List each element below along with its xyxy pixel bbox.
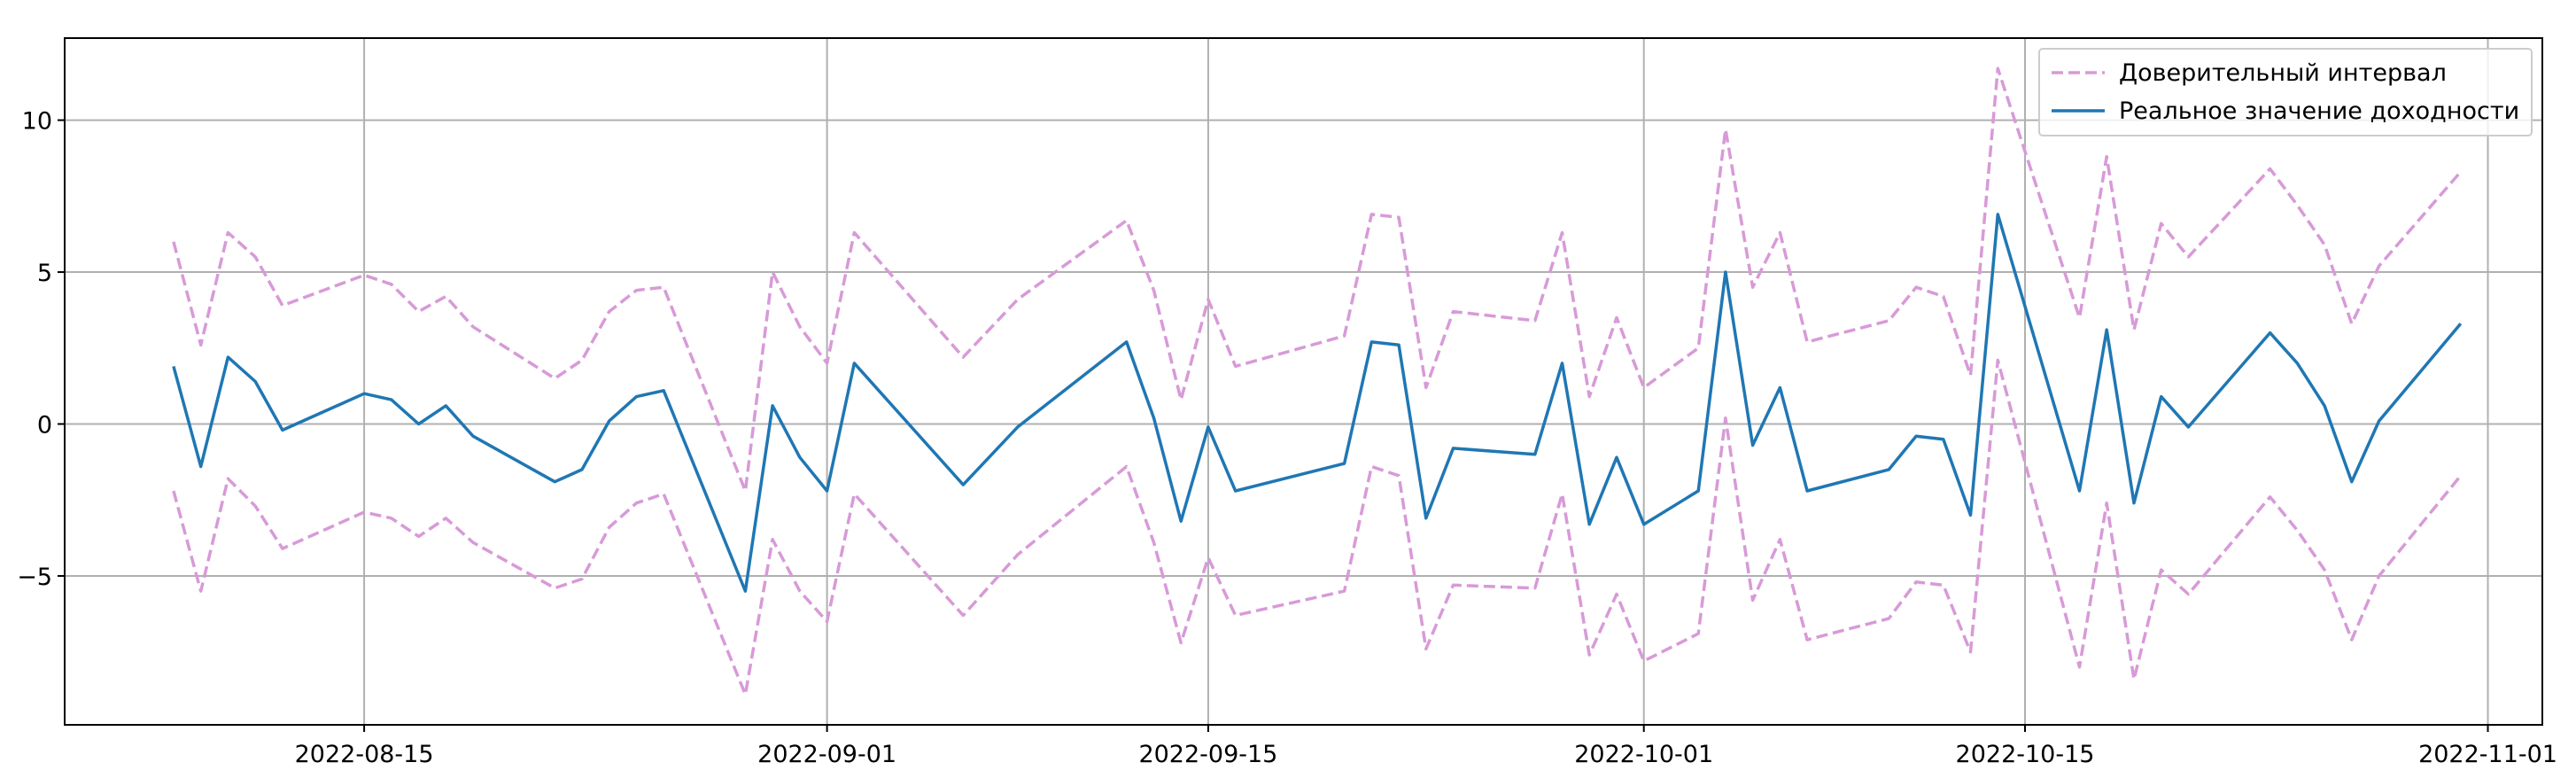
legend: Доверительный интервал Реальное значение…	[2038, 48, 2533, 136]
grid-lines	[65, 38, 2542, 725]
x-tick-label: 2022-09-15	[1138, 741, 1277, 768]
y-tick-label: 0	[37, 412, 52, 440]
legend-label-confidence-interval: Доверительный интервал	[2119, 59, 2447, 87]
y-tick-label: −5	[17, 564, 52, 591]
y-axis: −5 0 5 10	[17, 108, 65, 591]
x-tick-label: 2022-10-15	[1956, 741, 2095, 768]
x-axis: 2022-08-15 2022-09-01 2022-09-15 2022-10-01…	[295, 725, 2557, 768]
legend-box	[2038, 48, 2533, 136]
x-tick-label: 2022-09-01	[757, 741, 896, 768]
legend-label-real-return: Реальное значение доходности	[2119, 97, 2519, 125]
y-tick-label: 5	[37, 260, 52, 287]
confidence-lower-line	[172, 358, 2463, 696]
x-tick-label: 2022-08-15	[295, 741, 434, 768]
x-tick-label: 2022-10-01	[1574, 741, 1713, 768]
confidence-upper-line	[172, 66, 2463, 493]
x-tick-label: 2022-11-01	[2418, 741, 2557, 768]
real-return-line	[172, 213, 2463, 593]
series-lines	[172, 66, 2463, 696]
plot-frame	[64, 37, 2543, 726]
y-tick-label: 10	[22, 108, 52, 136]
